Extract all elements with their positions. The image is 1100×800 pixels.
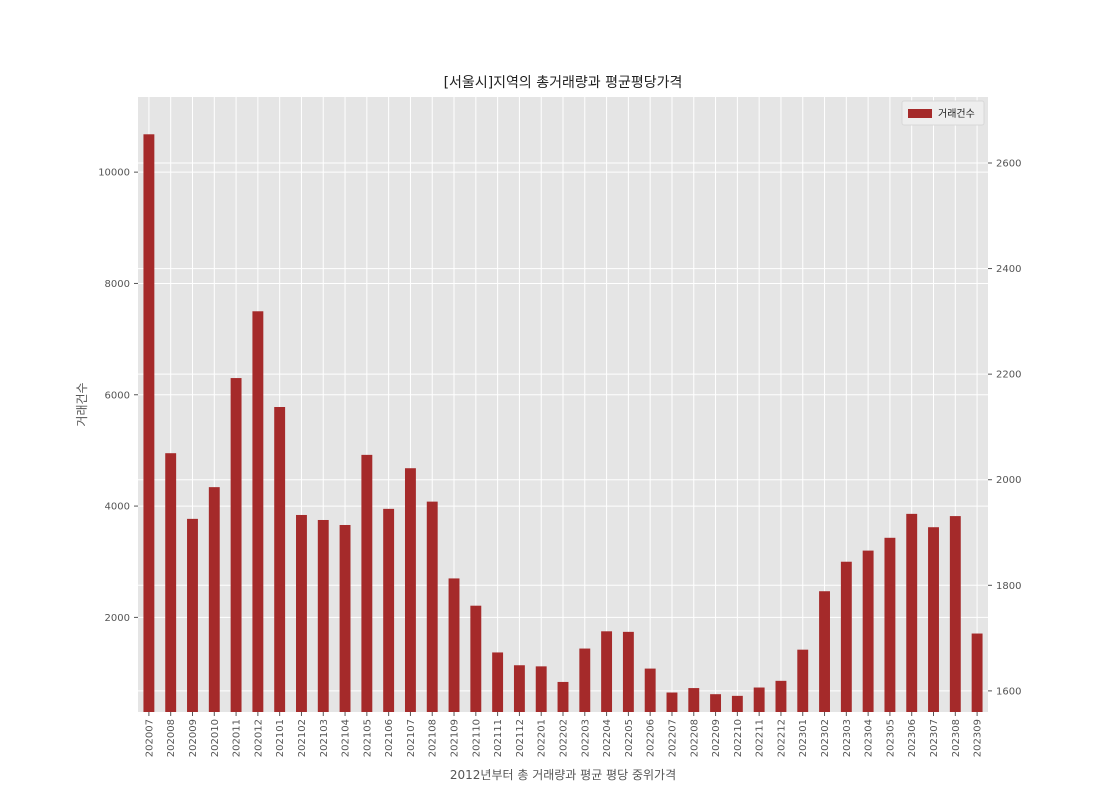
x-tick-label: 202309 bbox=[973, 719, 984, 757]
x-tick-label: 202204 bbox=[602, 719, 613, 757]
bar-202302 bbox=[819, 591, 830, 712]
x-tick-label: 202306 bbox=[907, 719, 918, 757]
bar-202205 bbox=[622, 631, 634, 712]
x-tick-label: 202304 bbox=[864, 719, 875, 757]
x-tick-label: 202202 bbox=[559, 719, 570, 757]
y2-tick-label: 2600 bbox=[996, 158, 1021, 169]
x-tick-label: 202102 bbox=[297, 719, 308, 757]
bar-202011 bbox=[230, 378, 242, 712]
legend-box bbox=[901, 100, 985, 126]
y-tick-label: 4000 bbox=[105, 502, 130, 513]
bar-202105 bbox=[361, 454, 373, 712]
bar-202208 bbox=[688, 688, 700, 712]
y-tick-label: 8000 bbox=[105, 279, 130, 290]
bar-202203 bbox=[579, 648, 591, 712]
x-tick-label: 202212 bbox=[776, 719, 787, 757]
bar-202106 bbox=[383, 508, 395, 712]
bar-202110 bbox=[470, 605, 482, 712]
x-tick-label: 202209 bbox=[711, 719, 722, 757]
x-tick-label: 202110 bbox=[471, 719, 482, 757]
bar-202306 bbox=[906, 513, 918, 712]
x-tick-label: 202012 bbox=[253, 719, 264, 757]
bar-202309 bbox=[971, 633, 983, 712]
bar-202010 bbox=[208, 487, 220, 712]
y2-tick-label: 1800 bbox=[996, 581, 1021, 592]
bar-202007 bbox=[143, 134, 155, 712]
x-tick-label: 202106 bbox=[384, 719, 395, 757]
x-tick-label: 202101 bbox=[275, 719, 286, 757]
bar-202207 bbox=[666, 692, 678, 712]
bar-202206 bbox=[644, 668, 656, 712]
x-tick-label: 202301 bbox=[798, 719, 809, 757]
y-axis-title: 거래건수 bbox=[75, 382, 89, 426]
bar-202108 bbox=[426, 501, 438, 712]
y2-tick-label: 2400 bbox=[996, 264, 1021, 275]
x-tick-label: 202211 bbox=[755, 719, 766, 757]
x-tick-label: 202210 bbox=[733, 719, 744, 757]
y2-tick-label: 2200 bbox=[996, 370, 1021, 381]
x-tick-label: 202007 bbox=[144, 719, 155, 757]
y-tick-label: 10000 bbox=[98, 168, 130, 179]
legend-swatch bbox=[908, 109, 932, 118]
x-tick-label: 202107 bbox=[406, 719, 417, 757]
x-tick-label: 202303 bbox=[842, 719, 853, 757]
bar-202202 bbox=[557, 681, 569, 712]
x-tick-label: 202305 bbox=[885, 719, 896, 757]
bar-202111 bbox=[492, 652, 504, 712]
bar-202008 bbox=[165, 453, 177, 712]
legend-label: 거래건수 bbox=[938, 108, 975, 120]
x-tick-label: 202009 bbox=[188, 719, 199, 757]
bar-202107 bbox=[404, 468, 416, 712]
bar-202109 bbox=[448, 578, 460, 712]
bar-202201 bbox=[535, 666, 547, 712]
y2-tick-label: 1600 bbox=[996, 686, 1021, 697]
y-tick-label: 2000 bbox=[105, 613, 130, 624]
bar-202211 bbox=[753, 687, 765, 712]
x-tick-label: 202104 bbox=[341, 719, 352, 757]
bar-202307 bbox=[928, 527, 939, 712]
y2-tick-label: 2000 bbox=[996, 475, 1021, 486]
bar-202301 bbox=[797, 649, 809, 712]
x-axis-title: 2012년부터 총 거래량과 평균 평당 중위가격 bbox=[450, 768, 676, 782]
x-tick-label: 202010 bbox=[210, 719, 221, 757]
x-tick-label: 202307 bbox=[929, 719, 940, 757]
bar-202103 bbox=[317, 519, 329, 712]
x-tick-label: 202207 bbox=[667, 719, 678, 757]
x-tick-label: 202205 bbox=[624, 719, 635, 757]
bar-202101 bbox=[274, 407, 286, 712]
bar-202304 bbox=[862, 550, 874, 712]
x-tick-label: 202008 bbox=[166, 719, 177, 757]
x-tick-label: 202208 bbox=[689, 719, 700, 757]
bar-202308 bbox=[949, 516, 961, 712]
bar-202012 bbox=[252, 311, 264, 712]
x-tick-label: 202108 bbox=[428, 719, 439, 757]
x-tick-label: 202302 bbox=[820, 719, 831, 757]
x-tick-label: 202011 bbox=[232, 719, 243, 757]
bar-202209 bbox=[710, 694, 722, 712]
bar-202212 bbox=[775, 680, 787, 712]
bar-202210 bbox=[731, 695, 743, 712]
bar-202303 bbox=[840, 561, 852, 712]
x-tick-label: 202105 bbox=[362, 719, 373, 757]
x-tick-label: 202201 bbox=[537, 719, 548, 757]
x-tick-label: 202206 bbox=[646, 719, 657, 757]
bar-202009 bbox=[187, 518, 198, 712]
x-tick-label: 202109 bbox=[450, 719, 461, 757]
x-tick-label: 202112 bbox=[515, 719, 526, 757]
bar-202204 bbox=[601, 631, 613, 712]
bar-202104 bbox=[339, 524, 351, 712]
x-tick-label: 202103 bbox=[319, 719, 330, 757]
bar-202305 bbox=[884, 537, 896, 712]
y-tick-label: 6000 bbox=[105, 390, 130, 401]
bar-202102 bbox=[296, 514, 307, 712]
x-tick-label: 202308 bbox=[951, 719, 962, 757]
x-tick-label: 202203 bbox=[580, 719, 591, 757]
x-tick-label: 202111 bbox=[493, 719, 504, 757]
chart-title: [서울시]지역의 총거래량과 평균평당가격 bbox=[444, 75, 683, 91]
bar-202112 bbox=[513, 665, 525, 712]
